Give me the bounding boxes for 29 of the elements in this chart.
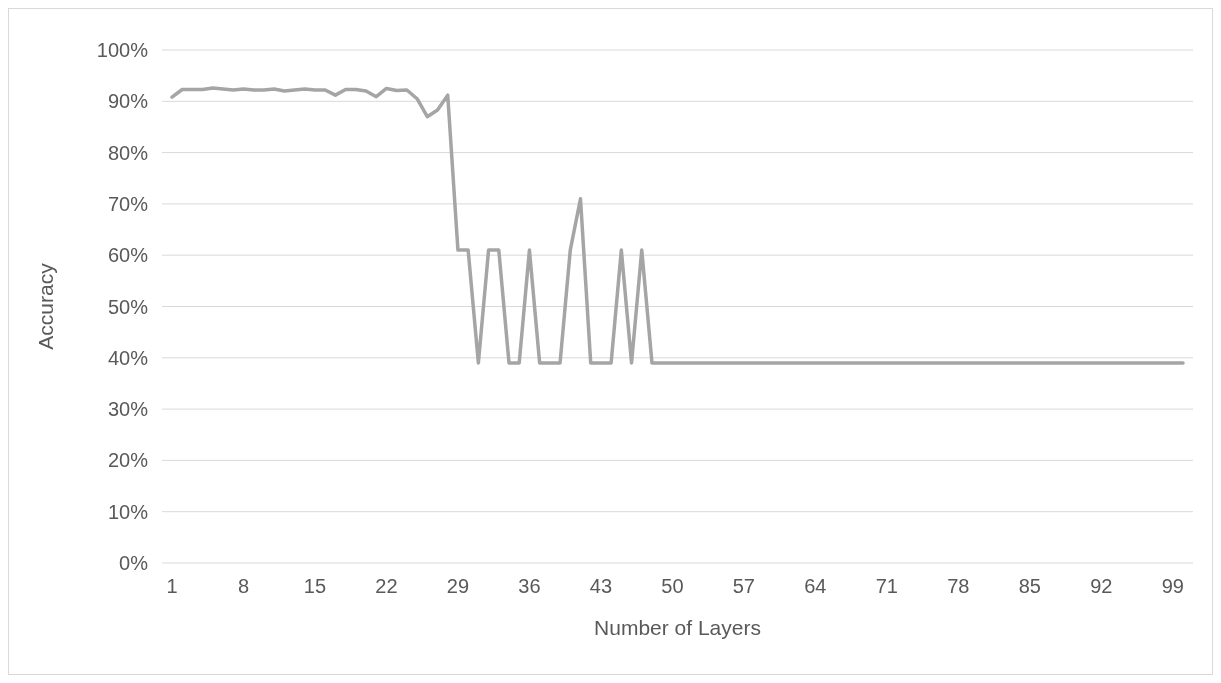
x-tick-label: 36: [518, 575, 541, 597]
x-tick-label: 43: [589, 575, 613, 597]
y-tick-label: 0%: [119, 552, 149, 574]
y-tick-label: 80%: [107, 141, 149, 164]
x-tick-label: 8: [237, 575, 250, 597]
y-tick-label: 60%: [107, 244, 149, 267]
x-tick-label: 57: [732, 575, 755, 597]
x-tick-label: 29: [446, 575, 470, 597]
line-series: [170, 86, 1185, 365]
x-tick-label: 50: [661, 575, 684, 597]
y-tick-label: 50%: [107, 295, 149, 318]
y-tick-label: 90%: [107, 90, 149, 113]
y-tick-label: 10%: [107, 500, 149, 523]
x-tick-label: 22: [375, 575, 398, 597]
y-tick-label: 100%: [96, 39, 149, 61]
y-tick-label: 40%: [107, 346, 149, 369]
y-tick-label: 70%: [107, 192, 149, 215]
y-tick-label: 20%: [107, 449, 149, 472]
x-tick-label: 92: [1090, 575, 1113, 597]
x-tick-label: 64: [804, 575, 827, 597]
y-tick-label: 30%: [107, 398, 149, 421]
x-tick-label: 71: [875, 575, 898, 597]
x-tick-label: 99: [1161, 575, 1184, 597]
x-axis-title: Number of Layers: [594, 616, 761, 639]
x-tick-label: 15: [303, 575, 327, 597]
x-tick-label: 85: [1018, 575, 1041, 597]
y-axis-title: Accuracy: [34, 262, 57, 350]
x-tick-label: 1: [166, 575, 178, 597]
x-tick-label: 78: [947, 575, 970, 597]
